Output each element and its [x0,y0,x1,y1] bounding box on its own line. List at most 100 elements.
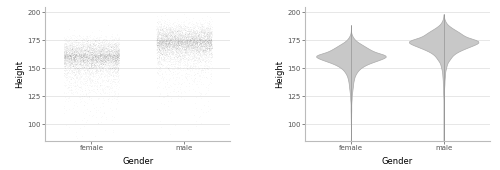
Point [160,58,168,60]
Point [94,37,102,40]
Point [104,69,112,71]
Point [64,46,72,49]
Point [202,59,210,62]
Point [72,51,80,53]
Point [178,43,186,45]
Point [75,56,83,58]
Point [66,49,74,52]
Point [88,53,96,56]
Point [159,49,167,52]
Point [76,56,84,58]
Point [155,47,163,50]
Point [78,140,86,142]
Point [93,52,101,55]
Point [204,42,212,45]
Point [185,39,193,42]
Point [78,64,86,67]
Point [112,77,120,80]
Point [100,40,108,42]
Point [206,42,214,45]
Point [108,51,116,54]
Point [153,43,161,46]
Point [66,65,74,68]
Point [114,63,122,65]
Point [90,75,98,78]
Point [196,53,204,56]
Point [196,42,204,45]
Point [90,61,98,63]
Point [183,33,191,36]
Point [184,56,192,58]
Point [108,49,116,52]
Point [162,36,170,39]
Point [158,40,166,43]
Point [110,90,118,93]
Point [188,32,196,35]
Point [89,61,97,63]
Point [186,48,194,51]
Point [198,37,205,39]
Point [167,48,175,51]
Point [106,48,114,50]
Point [193,39,201,42]
Point [198,41,205,44]
Point [95,53,103,56]
Point [205,22,213,25]
Point [174,28,182,31]
Point [198,42,205,45]
Point [64,50,72,52]
Point [183,46,191,48]
Point [79,59,87,62]
Point [206,45,214,48]
Point [158,41,166,44]
Point [204,32,212,35]
Point [203,44,211,46]
Point [76,43,84,46]
Point [155,47,163,50]
Point [200,39,207,42]
Point [80,59,88,62]
Point [114,71,122,73]
Point [98,69,106,72]
Point [84,54,92,56]
Point [89,48,97,51]
Point [178,39,186,42]
Point [103,50,111,53]
Point [103,53,111,56]
Point [97,58,105,61]
Point [112,49,120,52]
Point [93,57,101,60]
Point [76,62,84,65]
Point [86,45,94,48]
Point [98,50,106,53]
Point [79,37,87,40]
Point [76,55,84,58]
Point [162,43,170,46]
Point [98,102,106,105]
Point [114,72,122,75]
Point [164,32,172,35]
Point [107,51,115,54]
Point [79,52,87,54]
Point [80,58,88,61]
Point [207,45,215,48]
Point [172,31,179,33]
Point [174,41,182,43]
Point [193,41,201,44]
Point [194,35,202,38]
Point [101,54,109,57]
Point [206,38,214,41]
Point [162,28,170,31]
Point [82,75,90,77]
Point [78,55,86,58]
Point [98,48,106,51]
Point [110,55,118,58]
Point [194,33,202,36]
Point [69,51,77,54]
Point [82,57,90,59]
Point [168,26,176,29]
Point [190,44,198,46]
Point [180,56,188,58]
Point [165,58,173,60]
Point [183,53,191,56]
